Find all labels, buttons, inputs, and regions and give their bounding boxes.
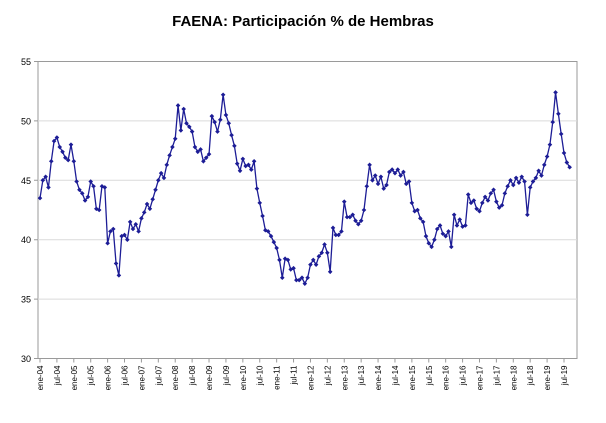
x-axis-label: ene-12 — [306, 365, 315, 390]
x-axis-label: jul-06 — [121, 365, 130, 386]
x-tick-marks — [39, 358, 565, 363]
x-axis-label: jul-17 — [492, 365, 501, 386]
x-axis-label: ene-16 — [442, 365, 451, 390]
x-axis-label: jul-18 — [526, 365, 535, 386]
x-axis-label: jul-13 — [357, 365, 366, 386]
chart-title: FAENA: Participación % de Hembras — [172, 13, 434, 30]
plot-border — [37, 61, 578, 359]
x-axis-label: ene-15 — [408, 365, 417, 390]
y-axis-label: 50 — [21, 116, 31, 126]
x-axis-label: ene-06 — [104, 365, 113, 390]
x-axis-label: ene-07 — [137, 365, 146, 390]
x-axis-label: jul-09 — [222, 365, 231, 386]
x-axis-label: jul-07 — [154, 365, 163, 386]
x-axis-label: ene-13 — [340, 365, 349, 390]
x-axis-label: ene-08 — [171, 365, 180, 390]
x-axis-label: jul-15 — [425, 365, 434, 386]
x-axis-label: ene-14 — [374, 365, 383, 390]
x-axis-label: jul-04 — [53, 365, 62, 386]
x-axis-label: ene-05 — [70, 365, 79, 390]
x-axis-label: jul-16 — [459, 365, 468, 386]
x-axis-label: jul-05 — [87, 365, 96, 386]
x-axis-label: ene-17 — [475, 365, 484, 390]
x-axis-label: ene-10 — [239, 365, 248, 390]
x-axis-label: ene-19 — [543, 365, 552, 390]
x-axis-label: ene-04 — [36, 365, 45, 390]
x-axis-label: jul-12 — [323, 365, 332, 386]
x-axis-label: jul-14 — [391, 365, 400, 386]
x-axis-label: jul-08 — [188, 365, 197, 386]
x-axis-label: ene-11 — [273, 365, 282, 390]
y-axis-label: 35 — [21, 295, 31, 305]
x-axis-label: jul-10 — [256, 365, 265, 386]
x-axis-label: jul-11 — [290, 365, 299, 386]
y-axis-label: 40 — [21, 235, 31, 245]
y-gridlines — [38, 120, 577, 300]
x-axis-label: ene-09 — [205, 365, 214, 390]
x-axis-label: jul-19 — [560, 365, 569, 386]
x-axis-label: ene-18 — [509, 365, 518, 390]
y-axis-label: 30 — [21, 354, 31, 364]
y-tick-marks — [34, 61, 38, 359]
y-axis-label: 55 — [21, 57, 31, 67]
y-axis-label: 45 — [21, 176, 31, 186]
